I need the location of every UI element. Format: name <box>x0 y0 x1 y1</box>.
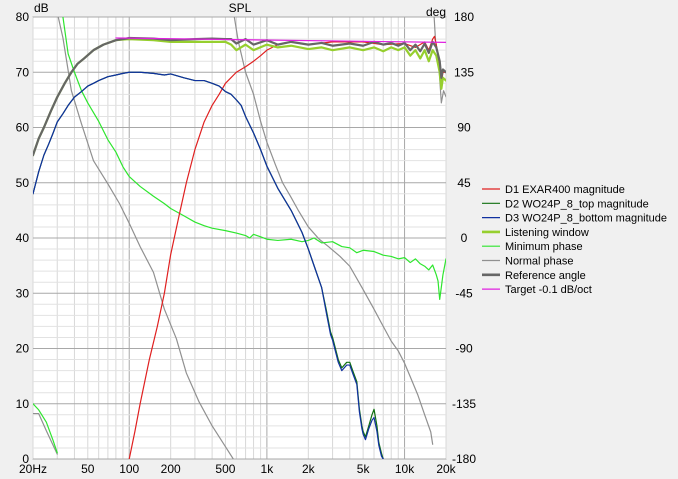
chart-title: SPL <box>229 1 252 15</box>
y-tick-label: 40 <box>16 231 30 245</box>
x-tick-label: 20Hz <box>19 462 47 476</box>
legend-label: D2 WO24P_8_top magnitude <box>505 198 649 210</box>
legend-item: D2 WO24P_8_top magnitude <box>482 198 649 210</box>
legend-item: Reference angle <box>482 270 586 282</box>
legend: D1 EXAR400 magnitude D2 WO24P_8_top magni… <box>482 184 667 296</box>
y-tick-label: 70 <box>16 65 30 79</box>
x-tick-label: 50 <box>81 462 95 476</box>
legend-label: Minimum phase <box>505 241 583 253</box>
legend-label: Listening window <box>505 227 589 239</box>
x-tick-label: 1k <box>261 462 275 476</box>
grid <box>32 16 447 460</box>
y2-tick-label: -90 <box>455 342 473 356</box>
y2-tick-label: -45 <box>455 286 473 300</box>
y2-tick-label: -135 <box>452 397 476 411</box>
y2-tick-label: -180 <box>452 452 476 466</box>
y2-tick-label: 90 <box>457 121 471 135</box>
legend-item: Target -0.1 dB/oct <box>482 284 592 296</box>
x-tick-label: 20k <box>436 462 456 476</box>
y-tick-label: 80 <box>16 10 30 24</box>
x-tick-label: 100 <box>119 462 139 476</box>
legend-label: D1 EXAR400 magnitude <box>505 184 625 196</box>
legend-item: D3 WO24P_8_bottom magnitude <box>482 213 667 225</box>
legend-item: Listening window <box>482 227 589 239</box>
legend-item: D1 EXAR400 magnitude <box>482 184 625 196</box>
legend-label: Reference angle <box>505 270 586 282</box>
legend-label: D3 WO24P_8_bottom magnitude <box>505 213 667 225</box>
series-line-target-0-1-db-oct <box>115 37 446 44</box>
legend-item: Minimum phase <box>482 241 583 253</box>
legend-label: Normal phase <box>505 256 573 268</box>
x-tick-label: 200 <box>161 462 181 476</box>
y-tick-label: 30 <box>16 286 30 300</box>
y2-tick-label: 180 <box>454 10 474 24</box>
y2-tick-label: 135 <box>454 65 474 79</box>
x-tick-label: 2k <box>302 462 316 476</box>
series-line-reference-angle <box>33 36 446 157</box>
y2-tick-label: 45 <box>457 176 471 190</box>
series-line-minimum-phase <box>33 17 446 454</box>
y-tick-label: 20 <box>16 342 30 356</box>
y-tick-label: 10 <box>16 397 30 411</box>
y-tick-label: 0 <box>22 452 29 466</box>
series-layer <box>33 17 446 459</box>
series-line-normal-phase <box>33 17 446 459</box>
y2-tick-label: 0 <box>461 231 468 245</box>
axis-labels: 20Hz 50 100 200 500 1k 2k 5k 10k 20k 0 10 20 30 40 50 60… <box>16 10 477 476</box>
series-line-d3-wo24p-8-bottom-magnitude <box>33 71 384 459</box>
x-tick-label: 5k <box>357 462 371 476</box>
y-tick-label: 50 <box>16 176 30 190</box>
y-tick-label: 60 <box>16 121 30 135</box>
y2-axis-label: deg <box>426 5 446 19</box>
x-tick-label: 500 <box>215 462 235 476</box>
x-tick-label: 10k <box>395 462 415 476</box>
legend-item: Normal phase <box>482 256 573 268</box>
series-line-d1-exar400-magnitude <box>128 35 446 459</box>
legend-label: Target -0.1 dB/oct <box>505 284 592 296</box>
y-axis-label: dB <box>34 1 49 15</box>
